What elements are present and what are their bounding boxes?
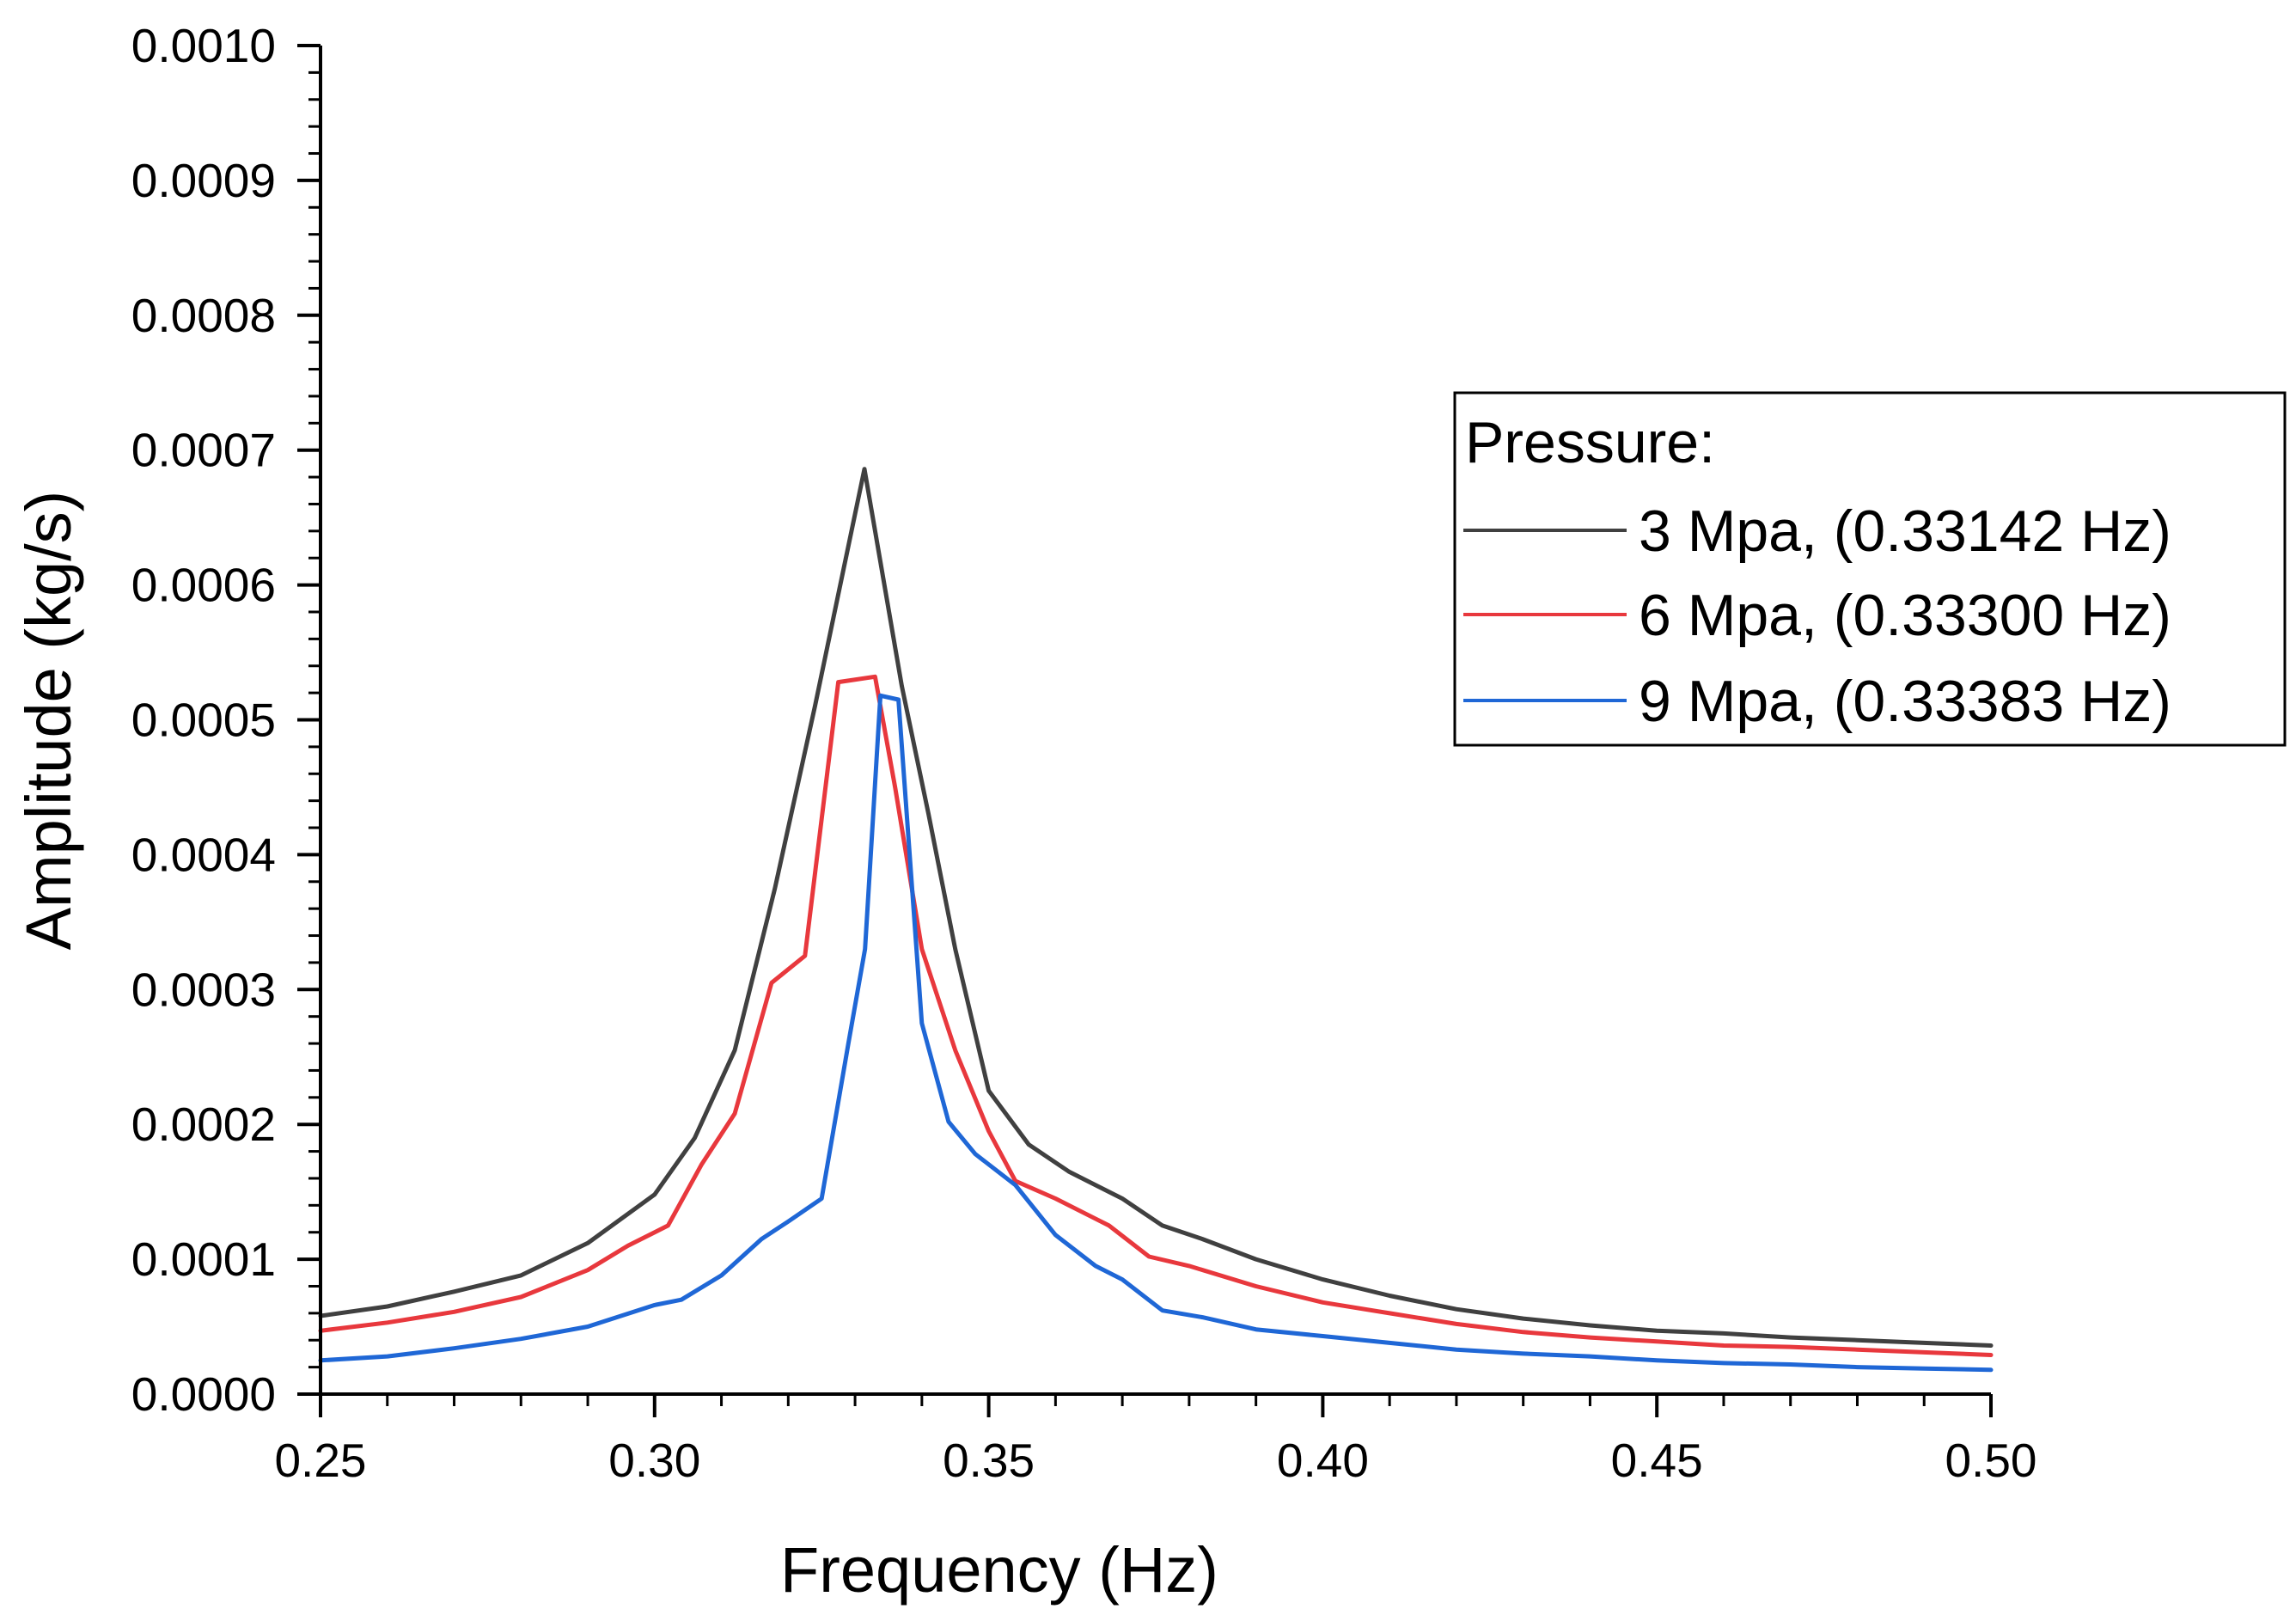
y-tick-label: 0.0007 [131,424,276,477]
plot-series [318,467,1994,1373]
legend: Pressure: 3 Mpa, (0.33142 Hz) 6 Mpa, (0.… [1453,391,2287,747]
x-axis-label: Frequency (Hz) [780,1534,1218,1606]
x-tick-label: 0.40 [1277,1434,1369,1487]
y-tick-label: 0.0006 [131,559,276,612]
x-tick-label: 0.45 [1611,1434,1703,1487]
y-tick-label: 0.0009 [131,154,276,207]
x-tick-label: 0.30 [608,1434,700,1487]
series-line-6mpa [318,674,1994,1357]
legend-label-9mpa: 9 Mpa, (0.33383 Hz) [1639,669,2171,734]
y-axis-label: Amplitude (kg/s) [13,491,84,951]
y-tick-label: 0.0005 [131,694,276,747]
x-tick-label: 0.50 [1945,1434,2036,1487]
y-tick-label: 0.0004 [131,828,276,881]
legend-label-3mpa: 3 Mpa, (0.33142 Hz) [1639,499,2171,564]
y-tick-label: 0.0010 [131,19,276,72]
y-tick-label: 0.0000 [131,1367,276,1421]
y-tick-label: 0.0003 [131,963,276,1016]
y-tick-label: 0.0008 [131,289,276,342]
x-axis-ticks: 0.25 0.30 0.35 0.40 0.45 0.50 [274,1394,2037,1487]
x-tick-label: 0.35 [943,1434,1035,1487]
y-axis-ticks: 0.0000 0.0001 0.0002 0.0003 0.0004 0.0005 0.00… [131,19,321,1421]
y-tick-label: 0.0002 [131,1098,276,1151]
legend-box [1453,391,2287,747]
series-line-3mpa [318,467,1994,1348]
legend-title: Pressure: [1465,410,1715,475]
x-tick-label: 0.25 [274,1434,366,1487]
y-tick-label: 0.0001 [131,1233,276,1286]
series-line-9mpa [318,693,1994,1373]
legend-label-6mpa: 6 Mpa, (0.33300 Hz) [1639,583,2171,648]
